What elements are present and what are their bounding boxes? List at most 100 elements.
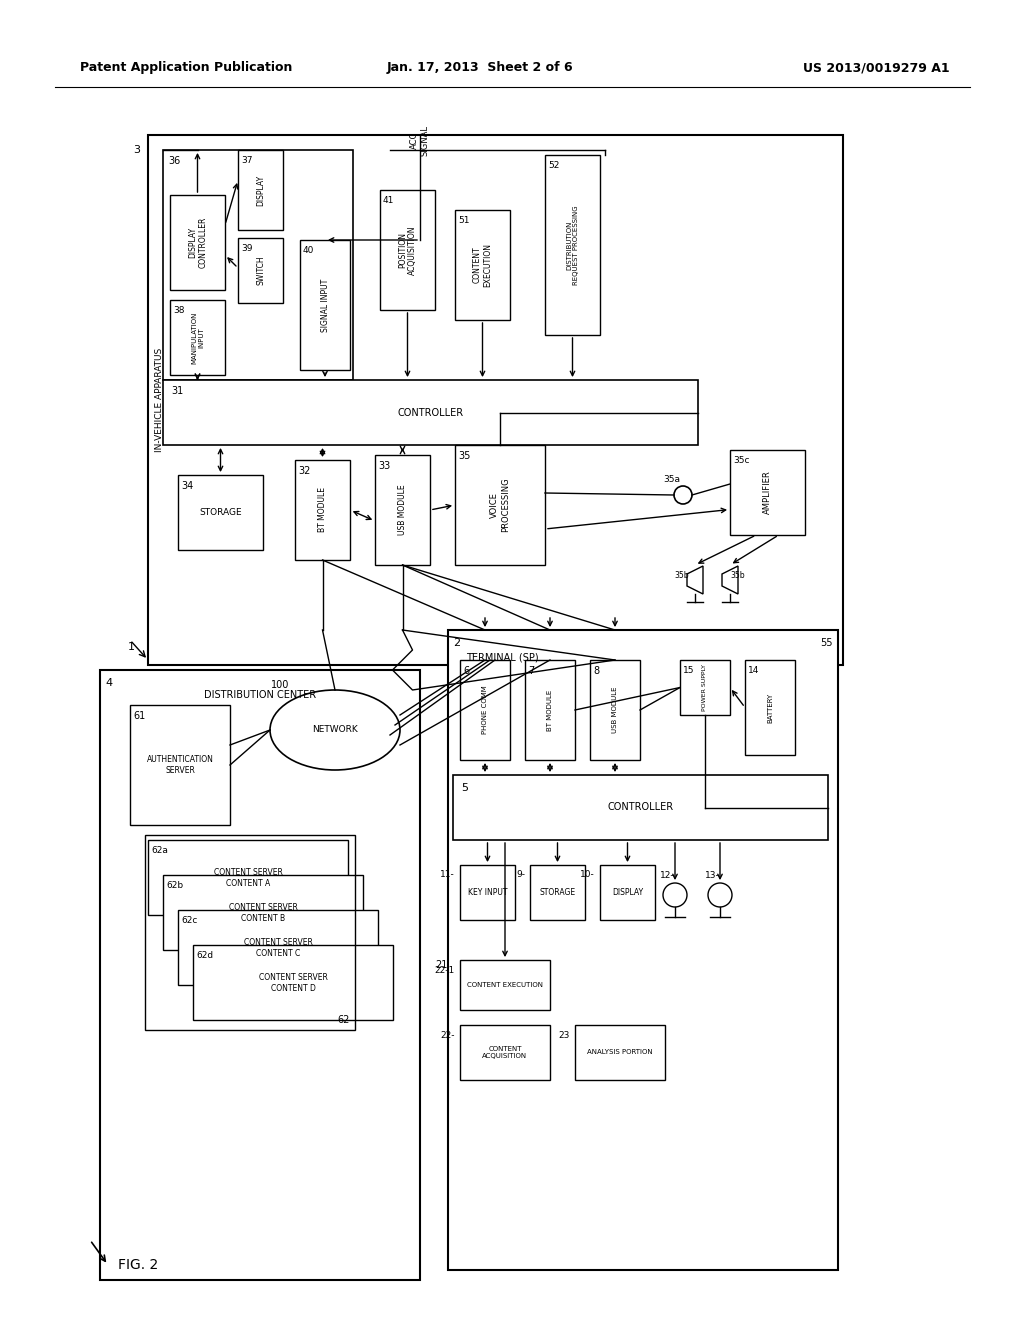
Text: 11-: 11- xyxy=(440,870,455,879)
Text: BT MODULE: BT MODULE xyxy=(318,487,327,532)
Text: KEY INPUT: KEY INPUT xyxy=(468,888,507,898)
Bar xyxy=(460,1026,550,1080)
Text: 62a: 62a xyxy=(151,846,168,855)
Text: POWER SUPPLY: POWER SUPPLY xyxy=(702,664,708,711)
Text: 12-: 12- xyxy=(660,870,675,879)
Text: CONTENT SERVER
CONTENT C: CONTENT SERVER CONTENT C xyxy=(244,939,312,958)
Text: FIG. 2: FIG. 2 xyxy=(118,1258,159,1272)
Text: CONTROLLER: CONTROLLER xyxy=(397,408,464,417)
Text: CONTROLLER: CONTROLLER xyxy=(607,803,674,813)
Text: 39: 39 xyxy=(241,244,253,253)
Text: 52: 52 xyxy=(548,161,559,170)
Text: 62c: 62c xyxy=(181,916,198,925)
Bar xyxy=(163,875,362,950)
Text: NETWORK: NETWORK xyxy=(312,726,357,734)
Text: CONTENT EXECUTION: CONTENT EXECUTION xyxy=(467,982,543,987)
Bar xyxy=(375,455,430,565)
Bar xyxy=(178,909,378,985)
Text: 5: 5 xyxy=(461,783,468,793)
Text: AMPLIFIER: AMPLIFIER xyxy=(763,471,772,515)
Bar xyxy=(193,945,393,1020)
Text: 6: 6 xyxy=(463,667,469,676)
Bar xyxy=(460,660,510,760)
Text: 7: 7 xyxy=(528,667,535,676)
Text: US 2013/0019279 A1: US 2013/0019279 A1 xyxy=(804,62,950,74)
Text: 2: 2 xyxy=(453,638,460,648)
Text: 15: 15 xyxy=(683,667,694,675)
Text: 9-: 9- xyxy=(516,870,525,879)
Bar xyxy=(590,660,640,760)
Bar xyxy=(130,705,230,825)
Text: 38: 38 xyxy=(173,306,184,315)
Text: 35b: 35b xyxy=(675,570,689,579)
Text: Jan. 17, 2013  Sheet 2 of 6: Jan. 17, 2013 Sheet 2 of 6 xyxy=(387,62,573,74)
Polygon shape xyxy=(722,566,738,594)
Bar xyxy=(163,380,698,445)
Bar xyxy=(145,836,355,1030)
Text: 21: 21 xyxy=(435,960,449,970)
Text: 41: 41 xyxy=(383,195,394,205)
Text: 35: 35 xyxy=(458,451,470,461)
Text: 22-1: 22-1 xyxy=(435,966,455,975)
Text: CONTENT SERVER
CONTENT A: CONTENT SERVER CONTENT A xyxy=(214,869,283,887)
Text: CONTENT
ACQUISITION: CONTENT ACQUISITION xyxy=(482,1045,527,1059)
Text: POSITION
ACQUISITION: POSITION ACQUISITION xyxy=(397,226,417,275)
Text: 35a: 35a xyxy=(663,474,680,483)
Text: STORAGE: STORAGE xyxy=(200,508,242,517)
Text: Patent Application Publication: Patent Application Publication xyxy=(80,62,293,74)
Text: 62d: 62d xyxy=(196,950,213,960)
Text: 35b: 35b xyxy=(730,570,744,579)
Text: DISTRIBUTION
REQUEST PROCESSING: DISTRIBUTION REQUEST PROCESSING xyxy=(566,205,579,285)
Text: DISTRIBUTION CENTER: DISTRIBUTION CENTER xyxy=(204,690,316,700)
Bar xyxy=(730,450,805,535)
Text: SWITCH: SWITCH xyxy=(256,256,265,285)
Bar xyxy=(455,210,510,319)
Bar xyxy=(238,238,283,304)
Text: 10-: 10- xyxy=(581,870,595,879)
Text: AUTHENTICATION
SERVER: AUTHENTICATION SERVER xyxy=(146,755,213,775)
Text: SIGNAL INPUT: SIGNAL INPUT xyxy=(321,279,330,331)
Text: STORAGE: STORAGE xyxy=(540,888,575,898)
Bar xyxy=(453,775,828,840)
Text: 32: 32 xyxy=(298,466,310,477)
Bar xyxy=(148,135,843,665)
Bar xyxy=(680,660,730,715)
Text: BATTERY: BATTERY xyxy=(767,693,773,722)
Bar xyxy=(300,240,350,370)
Bar xyxy=(295,459,350,560)
Text: 3: 3 xyxy=(133,145,140,154)
Text: 4: 4 xyxy=(105,678,112,688)
Text: BT MODULE: BT MODULE xyxy=(547,689,553,731)
Ellipse shape xyxy=(270,690,400,770)
Bar xyxy=(600,865,655,920)
Bar xyxy=(525,660,575,760)
Text: 62: 62 xyxy=(338,1015,350,1026)
Bar xyxy=(163,150,353,380)
Text: 14: 14 xyxy=(748,667,760,675)
Text: USB MODULE: USB MODULE xyxy=(398,484,407,536)
Bar xyxy=(745,660,795,755)
Text: 36: 36 xyxy=(168,156,180,166)
Text: USB MODULE: USB MODULE xyxy=(612,686,618,733)
Text: ACC
SIGNAL: ACC SIGNAL xyxy=(411,124,430,156)
Text: MANIPULATION
INPUT: MANIPULATION INPUT xyxy=(191,312,204,364)
Bar xyxy=(148,840,348,915)
Text: 23: 23 xyxy=(559,1031,570,1040)
Bar xyxy=(460,865,515,920)
Text: TERMINAL (SP): TERMINAL (SP) xyxy=(466,652,539,663)
Text: DISPLAY: DISPLAY xyxy=(612,888,643,898)
Bar xyxy=(238,150,283,230)
Text: CONTENT SERVER
CONTENT D: CONTENT SERVER CONTENT D xyxy=(259,973,328,993)
Bar xyxy=(170,195,225,290)
Bar xyxy=(460,960,550,1010)
Text: CONTENT
EXECUTION: CONTENT EXECUTION xyxy=(473,243,493,286)
Text: 51: 51 xyxy=(458,216,469,224)
Text: 61: 61 xyxy=(133,711,145,721)
Text: 55: 55 xyxy=(820,638,833,648)
Bar xyxy=(575,1026,665,1080)
Text: 31: 31 xyxy=(171,385,183,396)
Bar xyxy=(100,671,420,1280)
Text: 22-: 22- xyxy=(440,1031,455,1040)
Bar xyxy=(170,300,225,375)
Bar xyxy=(380,190,435,310)
